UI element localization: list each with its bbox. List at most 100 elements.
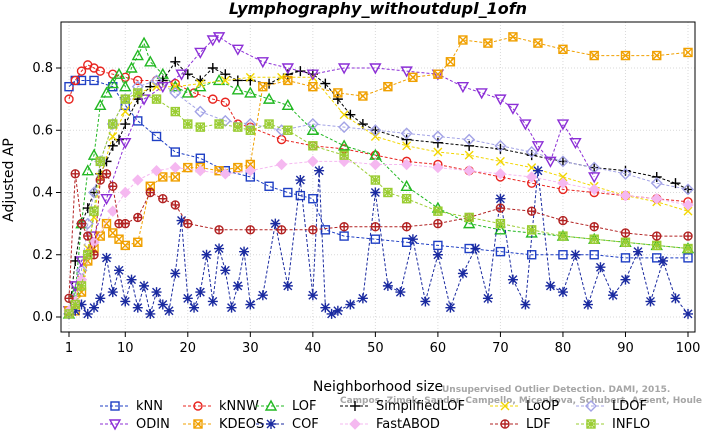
data-point-cof: [382, 280, 393, 291]
data-point-simplifiedlof: [120, 119, 131, 130]
data-point-kdeos: [533, 38, 543, 48]
legend-marker-ldf: [500, 419, 510, 429]
data-point-inflo: [245, 125, 256, 135]
legend-marker-loop: [500, 401, 510, 411]
data-point-inflo: [151, 94, 162, 104]
data-point-ldf: [120, 218, 130, 229]
legend-label-loop: LoOP: [526, 399, 559, 414]
data-point-knnw: [220, 97, 231, 107]
data-point-fastabod: [432, 161, 444, 174]
legend-item-kdeos: KDEOS: [183, 417, 264, 432]
data-point-inflo: [652, 240, 662, 251]
legend-label-inflo: INFLO: [612, 417, 650, 432]
data-point-cof: [307, 290, 318, 301]
data-point-loop: [245, 72, 255, 82]
data-point-loop: [220, 75, 230, 85]
data-point-cof: [582, 299, 593, 310]
data-point-knn: [558, 250, 568, 260]
data-point-inflo: [558, 231, 568, 241]
data-point-fastabod: [369, 158, 382, 171]
data-point-knn: [151, 131, 162, 142]
data-point-cof: [520, 299, 531, 310]
data-point-simplifiedlof: [432, 137, 443, 148]
data-point-inflo: [133, 88, 143, 98]
data-point-fastabod: [132, 174, 144, 186]
data-point-cof: [407, 234, 418, 245]
data-point-cof: [545, 280, 556, 291]
data-point-odin: [212, 32, 226, 44]
legend-item-ldf: LDF: [490, 417, 551, 432]
x-tick-label: 30: [242, 341, 259, 356]
data-point-cof: [145, 308, 156, 319]
data-point-ldf: [245, 225, 256, 235]
x-tick-label: 70: [492, 341, 509, 356]
data-point-cof: [457, 268, 468, 279]
data-point-cof: [76, 299, 87, 310]
data-point-cof: [239, 246, 250, 257]
plot-frame: [60, 21, 696, 333]
data-point-knn: [433, 240, 443, 251]
y-axis-label: Adjusted AP: [1, 138, 17, 222]
data-point-knn: [64, 81, 74, 92]
data-point-kdeos: [558, 44, 568, 55]
series-line-fastabod: [68, 160, 689, 312]
data-point-odin: [519, 119, 532, 131]
data-point-odin: [531, 141, 545, 153]
data-point-ldof: [400, 127, 413, 140]
data-point-lof: [181, 86, 194, 98]
grid-lines: [61, 22, 695, 332]
data-point-simplifiedlof: [320, 78, 331, 89]
data-point-fastabod: [619, 189, 632, 202]
data-point-ldf: [558, 215, 568, 226]
data-point-inflo: [195, 122, 206, 132]
data-point-loop: [170, 82, 180, 92]
data-point-fastabod: [219, 168, 232, 180]
data-point-cof: [570, 249, 581, 260]
data-point-cof: [70, 305, 81, 316]
legend: kNN kNNW LOF SimplifiedLOF LoOP LDOF ODIN KDEOS…: [100, 399, 650, 432]
legend-label-simplifiedlof: SimplifiedLOF: [376, 399, 465, 414]
legend-marker-knnw: [193, 401, 203, 411]
x-tick-label: 100: [676, 341, 701, 356]
series-ldf: [64, 169, 693, 304]
data-point-ldof: [369, 124, 382, 137]
data-point-fastabod: [169, 161, 182, 174]
data-point-loop: [120, 107, 130, 117]
data-point-lof: [94, 98, 107, 111]
y-tick-label: 0.2: [32, 248, 53, 263]
data-point-cof: [326, 308, 337, 319]
series-line-knnw: [68, 64, 689, 203]
data-point-lof: [262, 92, 276, 104]
data-point-ldf: [401, 222, 412, 232]
data-point-kdeos: [483, 38, 493, 48]
data-point-cof: [126, 274, 137, 285]
data-point-cof: [445, 302, 456, 313]
data-point-inflo: [370, 175, 381, 185]
data-point-knn: [89, 75, 99, 86]
data-point-cof: [314, 165, 325, 176]
data-point-odin: [175, 69, 188, 81]
data-point-kdeos: [158, 172, 168, 182]
series-inflo: [64, 88, 693, 319]
data-point-loop: [495, 156, 505, 166]
data-point-loop: [683, 206, 693, 216]
data-point-ldof: [88, 186, 101, 199]
data-point-knnw: [76, 66, 87, 76]
y-tick-label: 0.8: [32, 61, 53, 76]
data-point-ldf: [526, 206, 537, 216]
data-point-simplifiedlof: [464, 140, 475, 151]
data-point-kdeos: [308, 81, 318, 92]
data-point-kdeos: [283, 75, 293, 86]
data-point-inflo: [283, 125, 293, 135]
data-point-odin: [544, 156, 557, 168]
data-point-kdeos: [620, 50, 631, 61]
data-point-odin: [306, 69, 320, 81]
plot-area: [62, 32, 695, 320]
data-point-cof: [226, 302, 237, 313]
data-point-odin: [119, 137, 132, 150]
data-point-ldf: [620, 228, 631, 238]
data-point-cof: [101, 252, 112, 263]
data-point-ldof: [431, 130, 444, 143]
legend-label-kdeos: KDEOS: [219, 417, 264, 432]
data-point-odin: [206, 35, 219, 47]
